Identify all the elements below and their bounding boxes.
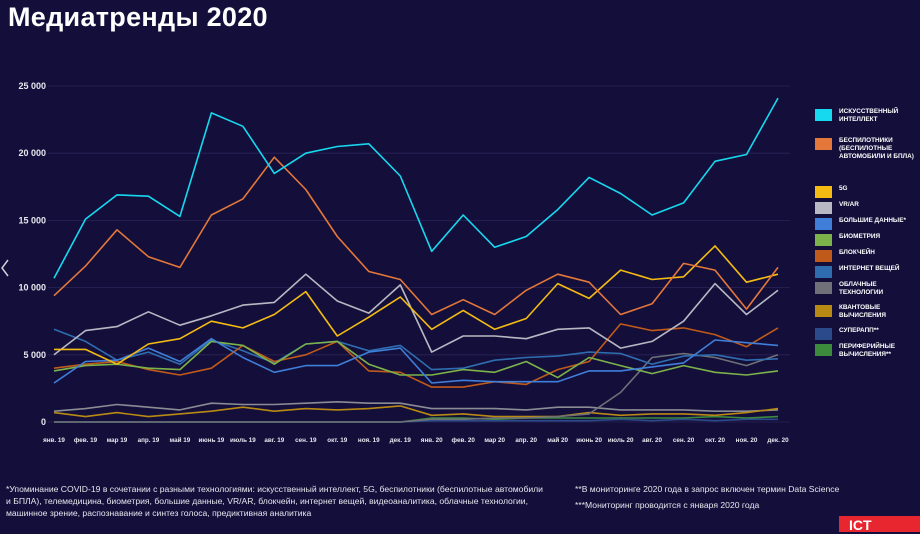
footnote-covid: *Упоминание COVID-19 в сочетании с разны… [6,484,543,518]
legend-label: Беспилотники (беспилотные автомобили и Б… [839,137,914,160]
series-line [54,245,779,366]
legend-swatch [815,109,832,121]
legend-swatch [815,186,832,198]
x-tick-label: фев. 20 [452,437,476,444]
x-tick-label: июль 19 [230,437,256,444]
legend-item: Искусственный интеллект [815,108,920,137]
legend-swatch [815,328,832,340]
legend-label: Облачные технологии [839,281,884,296]
legend-label: Периферийные вычисления** [839,343,896,358]
footnote-data-science: **В мониторинге 2020 года в запрос включ… [575,484,840,494]
legend-label: Суперапп** [839,327,879,334]
series-line [53,337,779,384]
x-tick-label: авг. 20 [642,437,662,444]
legend-label: VR/AR [839,201,859,208]
chevron-left-icon[interactable] [0,258,10,278]
legend-swatch [815,218,832,230]
legend-label: Большие данные* [839,217,906,224]
x-tick-label: фев. 19 [74,437,98,444]
legend-swatch [815,266,832,278]
y-tick-label: 0 [41,417,46,427]
x-tick-label: ноя. 19 [358,437,380,444]
x-axis: янв. 19 фев. 19 мар 19 апр. 19 май 19 июнь 19… [43,436,789,444]
x-tick-label: дек. 20 [767,437,789,444]
x-tick-label: май 20 [547,436,568,444]
ict-logo: ICT [839,516,920,533]
x-tick-label: авг. 19 [264,437,284,444]
legend-label: Биометрия [839,233,881,240]
legend-item: Квантовые вычисления [815,304,920,327]
line-chart: 0 5 000 10 000 15 000 20 000 25 000 янв. 19 фе… [18,81,790,444]
x-tick-label: сен. 19 [295,437,317,444]
x-tick-label: ноя. 20 [736,437,758,444]
x-tick-label: апр. 19 [138,437,160,444]
y-tick-label: 25 000 [18,81,46,91]
x-tick-label: янв. 20 [421,437,443,444]
series-line [53,405,779,418]
legend-item: 5G [815,185,920,201]
legend-swatch [815,250,832,262]
x-tick-label: окт. 19 [327,437,348,444]
x-tick-label: апр. 20 [515,437,537,444]
legend-item: Беспилотники (беспилотные автомобили и Б… [815,137,920,185]
y-tick-label: 20 000 [18,148,46,158]
series-line [53,97,779,279]
legend-label: Искусственный интеллект [839,108,899,123]
x-tick-label: июль 20 [608,437,634,444]
legend-item: Интернет вещей [815,265,920,281]
legend-swatch [815,202,832,214]
x-tick-label: июнь 19 [199,437,225,444]
legend-item: Суперапп** [815,327,920,343]
legend-label: Блокчейн [839,249,875,256]
legend-item: Периферийные вычисления** [815,343,920,359]
series-line [54,352,779,423]
legend-item: Блокчейн [815,249,920,265]
legend-swatch [815,138,832,150]
legend-swatch [815,305,832,317]
x-tick-label: июнь 20 [576,437,602,444]
chart-series [53,97,779,423]
legend-label: 5G [839,185,848,192]
chart-legend: Искусственный интеллект Беспилотники (бес… [815,108,920,359]
y-tick-label: 15 000 [18,215,46,225]
legend-item: VR/AR [815,201,920,217]
x-tick-label: май 19 [170,436,191,444]
y-tick-label: 5 000 [23,350,46,360]
y-tick-label: 10 000 [18,283,46,293]
series-line [53,328,779,371]
legend-item: Большие данные* [815,217,920,233]
x-tick-label: окт. 20 [705,437,726,444]
series-line [53,400,779,413]
footnote-monitoring: ***Мониторинг проводится с января 2020 г… [575,500,760,510]
x-tick-label: мар 20 [484,437,505,444]
legend-swatch [815,344,832,356]
x-tick-label: дек. 19 [390,437,412,444]
x-tick-label: сен. 20 [673,437,695,444]
page-title: Медиатренды 2020 [8,2,268,32]
series-line [53,273,779,356]
x-tick-label: янв. 19 [43,437,65,444]
y-axis: 0 5 000 10 000 15 000 20 000 25 000 [18,81,46,427]
series-line [53,156,779,316]
series-line [53,340,779,379]
legend-label: Интернет вещей [839,265,900,272]
legend-item: Биометрия [815,233,920,249]
legend-swatch [815,234,832,246]
legend-item: Облачные технологии [815,281,920,304]
legend-label: Квантовые вычисления [839,304,886,319]
series-line [53,323,779,388]
legend-swatch [815,282,832,294]
x-tick-label: мар 19 [107,437,128,444]
